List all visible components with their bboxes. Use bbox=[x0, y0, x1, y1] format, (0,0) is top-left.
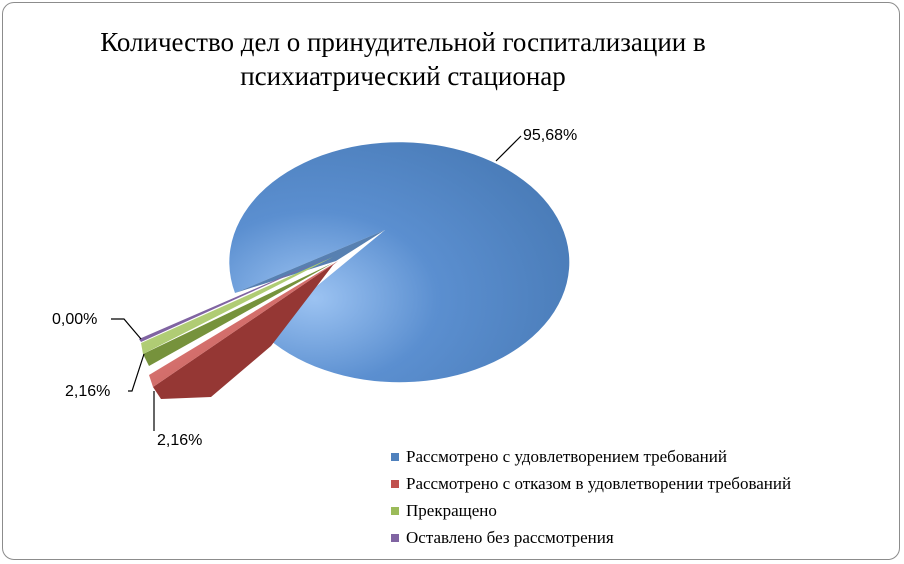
pie-slice-2 bbox=[149, 261, 338, 387]
legend-item-1: Рассмотрено с удовлетворением требований bbox=[391, 443, 791, 470]
leader-line-1 bbox=[495, 135, 522, 162]
pie-chart: 95,68% 0,00% 2,16% 2,16% bbox=[52, 127, 577, 449]
legend-item-2: Рассмотрено с отказом в удовлетворении т… bbox=[391, 470, 791, 497]
pie-slice-3-side bbox=[143, 263, 333, 366]
legend-item-3: Прекращено bbox=[391, 497, 791, 524]
pie-slice-3 bbox=[141, 257, 333, 354]
legend-swatch-3 bbox=[391, 506, 399, 515]
legend-label-4: Оставлено без рассмотрения bbox=[406, 527, 614, 547]
leader-line-4 bbox=[111, 318, 142, 340]
chart-title: Количество дел о принудительной госпитал… bbox=[100, 27, 706, 91]
legend-item-4: Оставлено без рассмотрения bbox=[391, 524, 791, 551]
legend-swatch-2 bbox=[391, 479, 399, 488]
pie-slice-2-side bbox=[153, 261, 338, 399]
pie-slice-1-inner-edge bbox=[235, 230, 385, 293]
legend-label-1: Рассмотрено с удовлетворением требований bbox=[406, 446, 727, 466]
pie-slice-1 bbox=[229, 142, 570, 383]
data-label-1: 95,68% bbox=[523, 127, 577, 144]
legend-label-2: Рассмотрено с отказом в удовлетворении т… bbox=[406, 473, 792, 493]
legend-label-3: Прекращено bbox=[406, 500, 497, 520]
legend-swatch-4 bbox=[391, 533, 399, 542]
data-label-3: 2,16% bbox=[65, 383, 110, 400]
legend-swatch-1 bbox=[391, 452, 399, 461]
chart-legend: Рассмотрено с удовлетворением требований… bbox=[391, 443, 791, 551]
data-label-2: 2,16% bbox=[157, 432, 202, 449]
pie-slice-4 bbox=[139, 255, 333, 342]
leader-line-3 bbox=[128, 353, 145, 392]
data-label-4: 0,00% bbox=[52, 311, 97, 328]
